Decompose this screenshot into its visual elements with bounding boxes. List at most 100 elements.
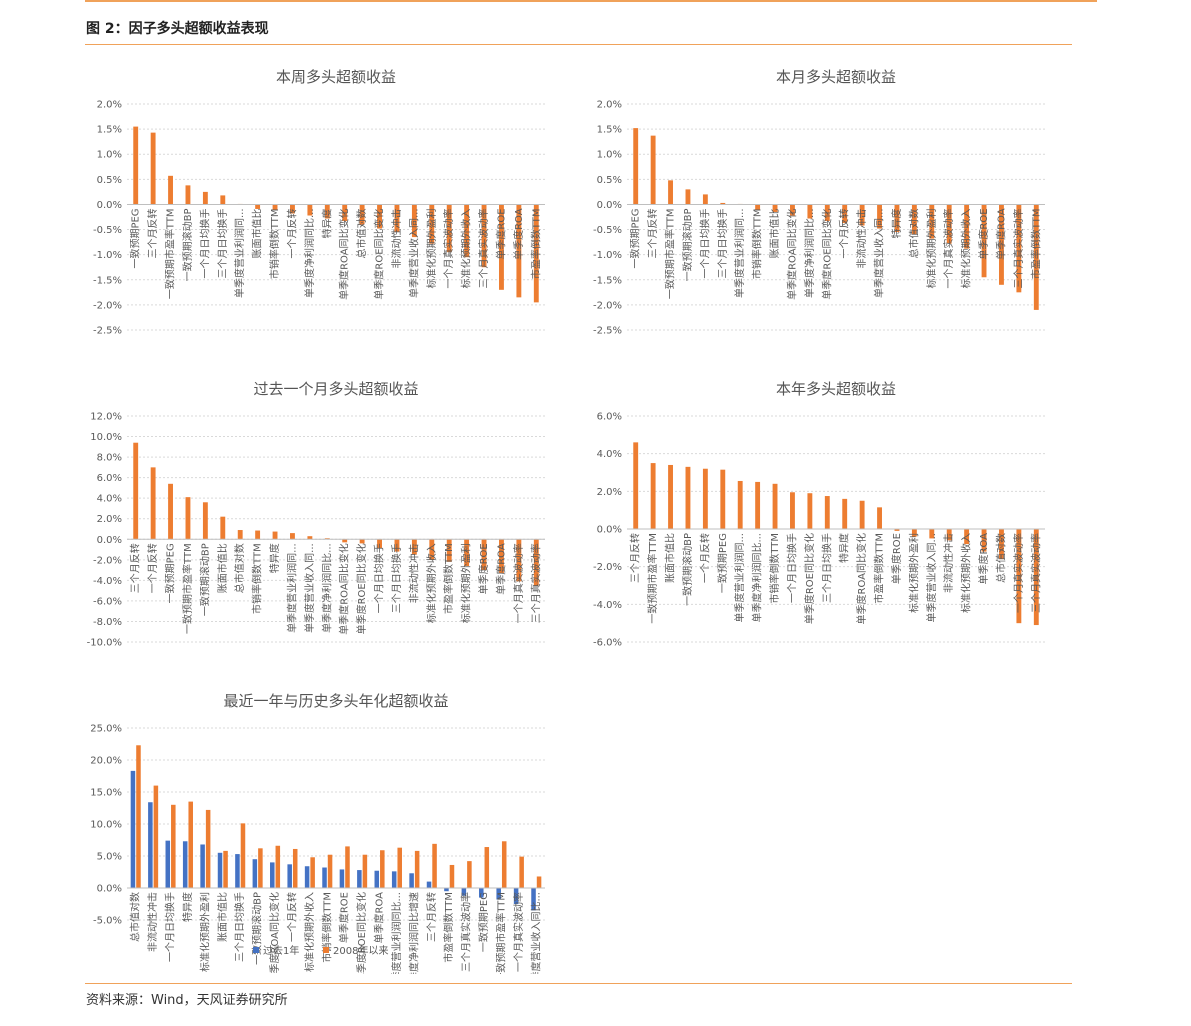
bar — [444, 888, 449, 892]
x-tick-label: 一致预期PEG — [164, 543, 177, 603]
x-tick-label: 账面市值比 — [768, 208, 781, 258]
y-tick-label: 0.5% — [97, 175, 122, 186]
x-tick-label: 特异度 — [320, 208, 333, 238]
x-tick-label: 三个月真实波动率 — [460, 892, 473, 972]
x-tick-label: 市销率倒数TTM — [751, 208, 764, 279]
y-tick-label: -2.5% — [593, 326, 622, 337]
chart-title: 最近一年与历史多头年化超额收益 — [223, 692, 448, 710]
x-tick-label: 一致预期PEG — [716, 533, 729, 593]
bar — [790, 204, 795, 216]
bar — [223, 850, 228, 888]
x-tick-label: 市销率倒数TTM — [251, 543, 264, 614]
bar — [255, 204, 261, 209]
x-tick-label: 非流动性冲击 — [146, 892, 159, 952]
x-tick-label: 单季度ROA — [977, 533, 990, 585]
y-tick-label: -8.0% — [93, 617, 122, 628]
chart-weekly: 本周多头超额收益 2.0% 1.5% 1.0% 0.5% 0.0% -0.5% -1.0% -1… — [85, 60, 555, 350]
y-tick-label: 5.0% — [97, 852, 122, 863]
bar — [1033, 529, 1039, 626]
x-tick-label: 账面市值比 — [216, 543, 229, 593]
x-tick-label: 一个月真实波动率 — [442, 208, 455, 288]
bar — [304, 866, 310, 888]
x-tick-label: 一个月真实波动率 — [942, 208, 955, 288]
bar — [807, 204, 813, 219]
bar — [168, 175, 173, 205]
bar — [165, 840, 171, 888]
x-tick-label: 市销率倒数TTM — [268, 208, 281, 279]
bar — [252, 859, 258, 888]
x-tick-label: 标准化预期外盈利 — [907, 533, 920, 613]
bar — [446, 204, 452, 253]
x-tick-label: 总市值对数 — [907, 208, 920, 258]
x-tick-label: 单季度ROA — [373, 892, 386, 944]
bar — [359, 539, 365, 544]
x-tick-label: 一个月真实波动率 — [512, 543, 525, 623]
bar — [464, 204, 470, 258]
x-tick-label: 单季度ROE同比变化 — [803, 533, 816, 624]
bar — [877, 507, 882, 529]
x-tick-label: 标准化预期外盈利 — [425, 208, 438, 288]
bar — [202, 191, 208, 205]
x-tick-label: 一致预期市盈率TTM — [494, 892, 507, 974]
x-tick-label: 特异度 — [890, 208, 903, 238]
bar — [946, 204, 952, 244]
bar — [685, 466, 691, 529]
chart-title: 本年多头超额收益 — [776, 380, 896, 398]
bar — [1033, 204, 1039, 310]
x-tick-label: 一个月日均换手 — [785, 533, 798, 603]
bar — [516, 204, 522, 298]
bar — [258, 848, 263, 888]
y-tick-label: 1.5% — [597, 125, 622, 136]
y-tick-label: -1.0% — [593, 250, 622, 261]
x-tick-label: 单季度营业利润同... — [285, 543, 298, 633]
bar — [217, 852, 223, 888]
legend-label: 2008年以来 — [333, 944, 388, 957]
bar — [496, 888, 501, 900]
bar — [136, 745, 141, 888]
chart-monthly: 本月多头超额收益 2.0% 1.5% 1.0% 0.5% 0.0% -0.5% -1.0% -1… — [585, 60, 1055, 350]
bar — [772, 204, 778, 212]
x-tick-label: 标准化预期外收入 — [303, 892, 316, 972]
bar — [824, 496, 830, 529]
bar — [429, 204, 435, 244]
bar — [877, 204, 882, 229]
bar — [290, 204, 295, 214]
bar — [426, 881, 432, 888]
bar — [429, 539, 435, 560]
legend-label: 过去1年 — [263, 944, 299, 957]
x-tick-label: 总市值对数 — [129, 892, 142, 942]
x-tick-label: 单季度净利润同比增速 — [407, 892, 420, 974]
x-tick-label: 单季度营业收入同... — [925, 533, 938, 623]
x-tick-label: 标准化预期外收入 — [960, 533, 973, 613]
bar — [391, 871, 397, 888]
chart-past-month: 过去一个月多头超额收益 12.0% 10.0% 8.0% 6.0% 4.0% 2.0% 0.0… — [85, 372, 555, 662]
x-tick-label: 非流动性冲击 — [390, 208, 403, 268]
x-tick-label: 一个月真实波动率 — [512, 892, 525, 972]
x-tick-label: 单季度营业收入同... — [407, 208, 420, 298]
x-tick-label: 单季度营业收入同... — [303, 543, 316, 633]
y-tick-label: 1.0% — [97, 150, 122, 161]
x-tick-label: 市盈率倒数TTM — [442, 543, 455, 614]
x-tick-label: 三个月日均换手 — [233, 892, 246, 962]
bar — [359, 204, 365, 225]
bar — [633, 128, 639, 205]
y-tick-label: -2.0% — [593, 300, 622, 311]
bar — [894, 204, 900, 233]
bar — [322, 867, 327, 888]
x-tick-label: 标准化预期外收入 — [960, 208, 973, 288]
bar — [484, 847, 490, 888]
bar — [720, 469, 726, 529]
bar — [533, 204, 539, 303]
y-tick-label: 0.0% — [597, 200, 622, 211]
chart-annualized: 最近一年与历史多头年化超额收益 25.0% 20.0% 15.0% 10.0% 5.0% 0… — [85, 684, 555, 974]
x-tick-label: 市盈率倒数TTM — [442, 892, 455, 963]
bar — [668, 180, 673, 205]
bar — [324, 204, 330, 219]
y-tick-label: -6.0% — [593, 638, 622, 649]
chart-title: 本周多头超额收益 — [276, 68, 396, 86]
bar — [374, 870, 380, 888]
y-tick-label: -0.5% — [593, 225, 622, 236]
bar — [499, 204, 504, 290]
x-tick-label: 非流动性冲击 — [942, 533, 955, 593]
y-tick-label: 0.0% — [97, 884, 122, 895]
